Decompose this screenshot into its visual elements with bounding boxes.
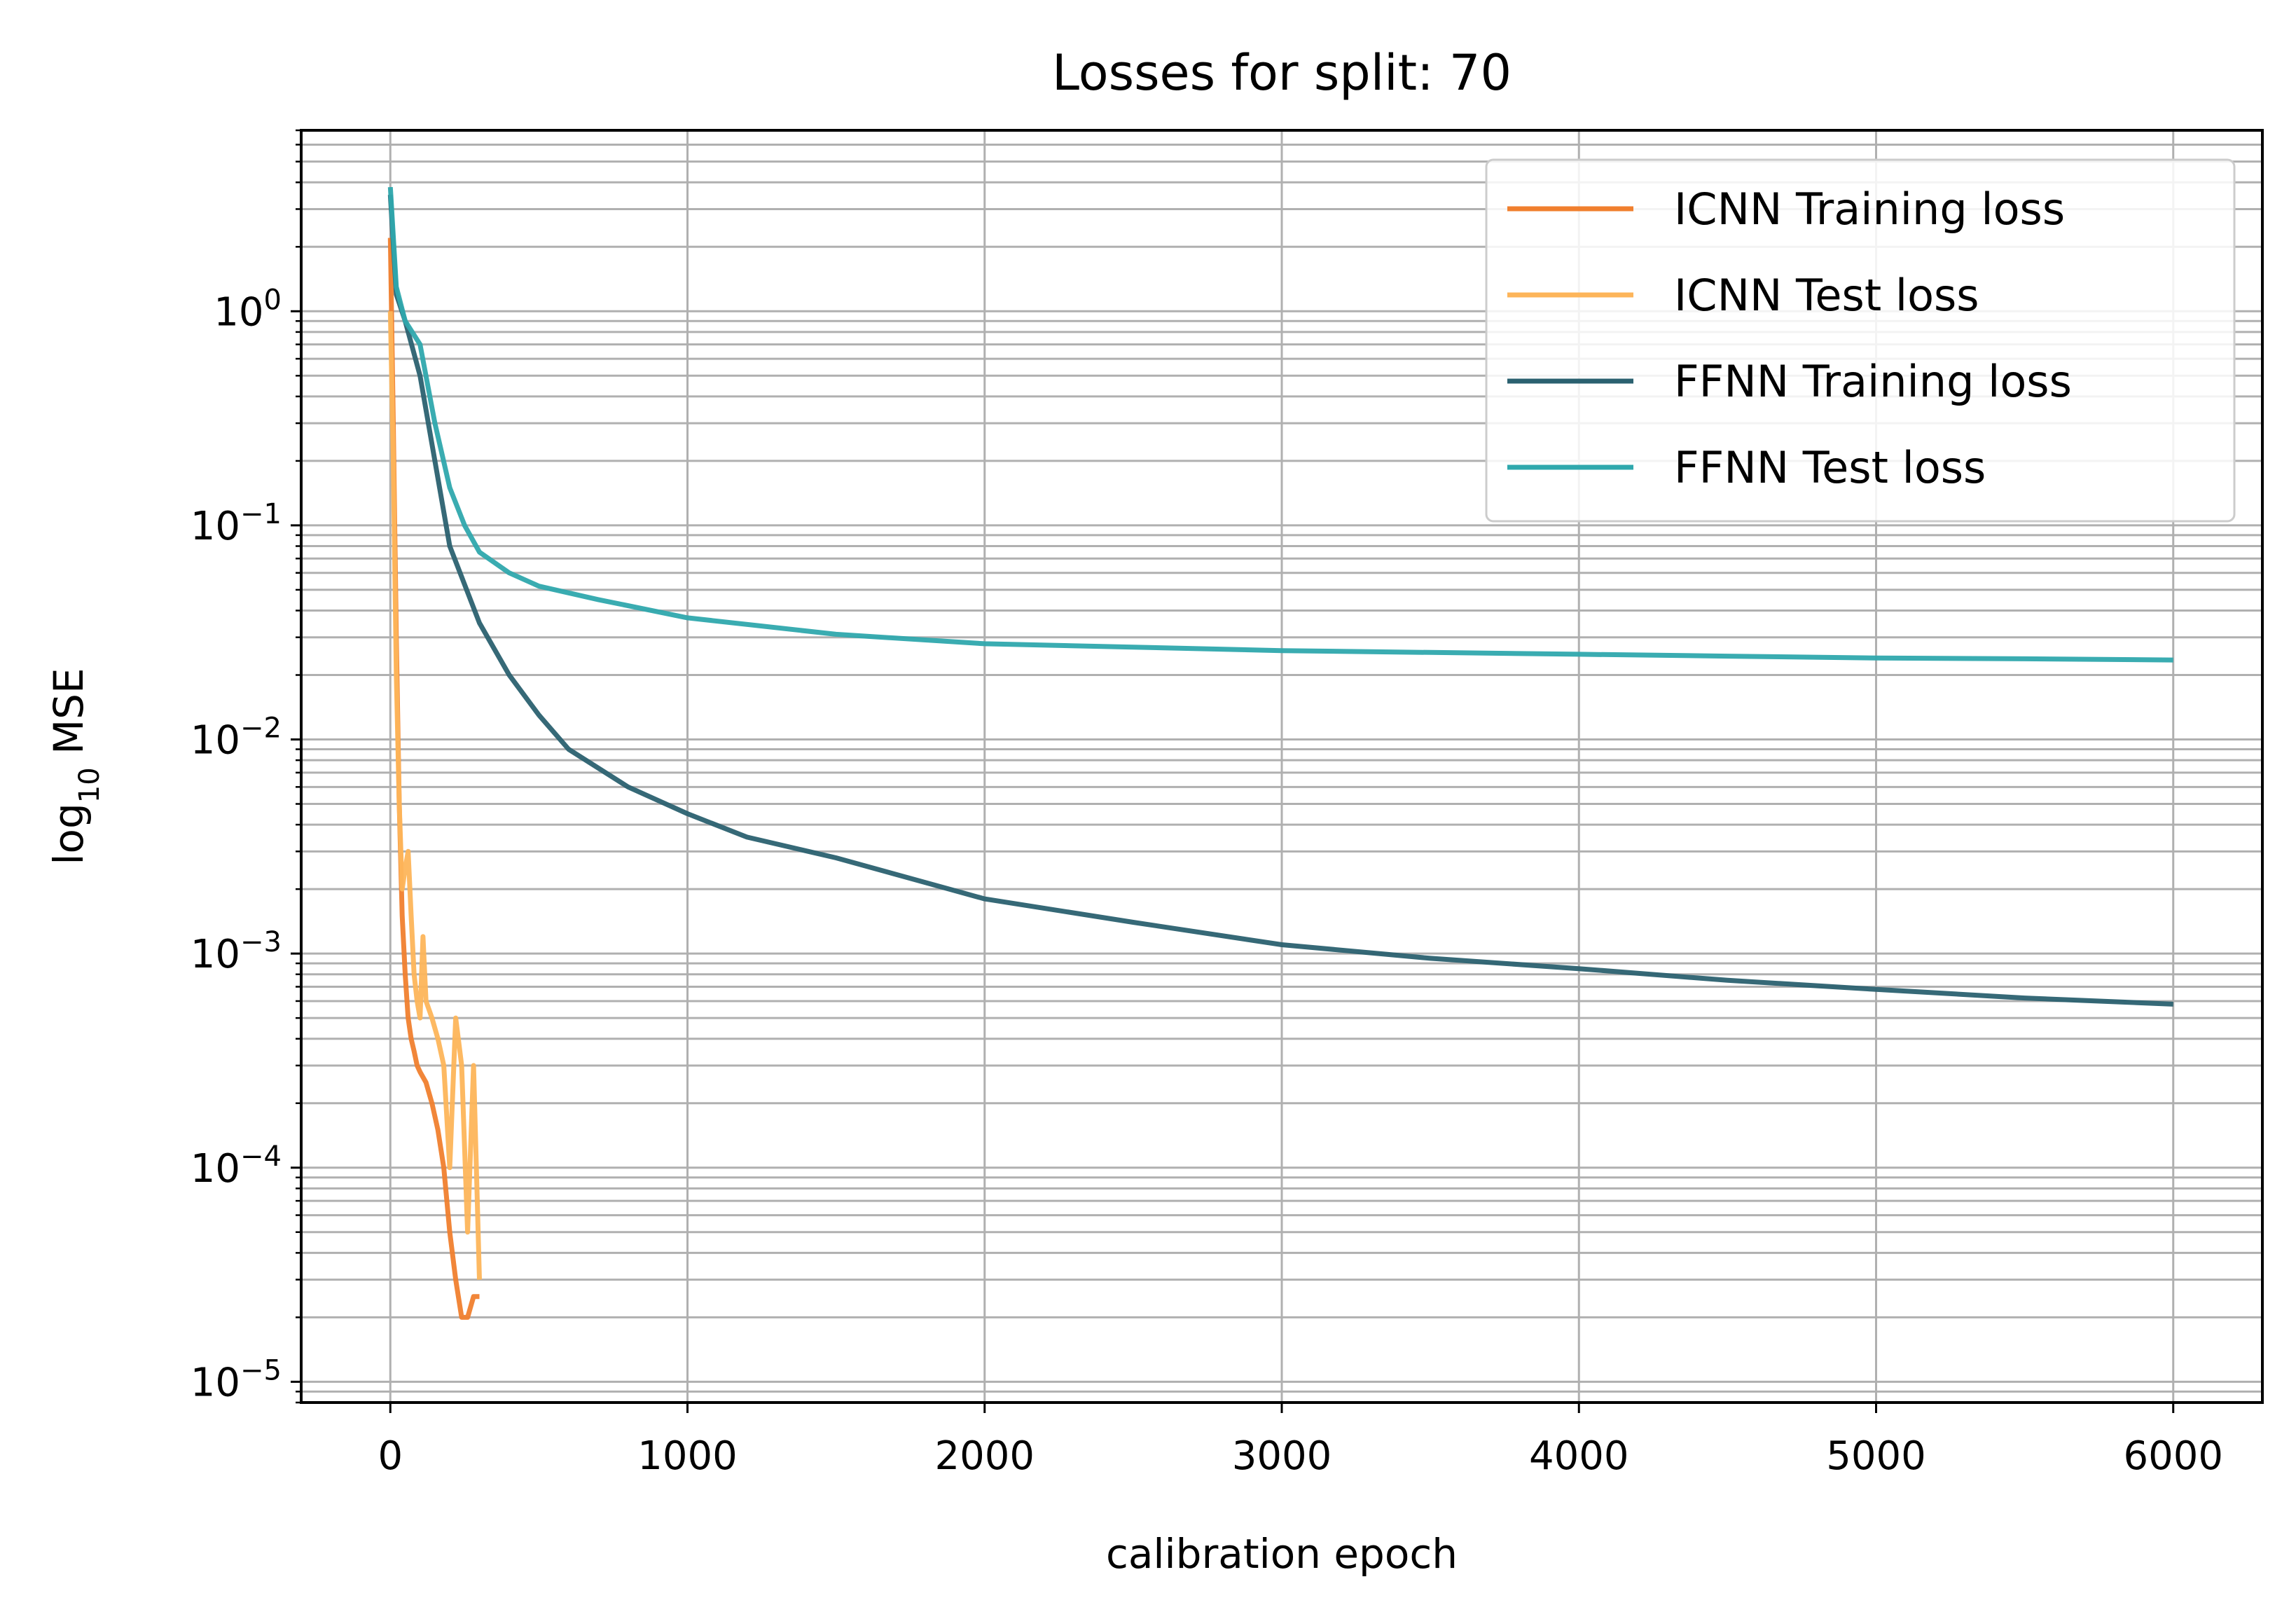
y-tick-label-2: 10−2 [191,712,282,764]
ticks: 0 1000 2000 3000 4000 5000 6000 100 10−1 10−2 10−3… [191,129,2223,1479]
legend-label-1: ICNN Test loss [1674,270,1979,321]
y-tick-label-1: 10−1 [191,498,282,549]
legend-label-3: FFNN Test loss [1674,442,1986,493]
x-tick-label-3: 3000 [1232,1433,1332,1479]
y-tick-label-4: 10−4 [191,1141,282,1192]
x-tick-label-4: 4000 [1529,1433,1629,1479]
chart-title: Losses for split: 70 [1052,44,1512,102]
x-tick-label-5: 5000 [1826,1433,1926,1479]
x-tick-label-2: 2000 [934,1433,1035,1479]
legend-label-2: FFNN Training loss [1674,356,2072,407]
y-axis-label: log10 MSE [45,668,106,864]
series-line-2 [387,194,2173,1007]
series-line-3 [387,186,2173,663]
legend-label-0: ICNN Training loss [1674,184,2065,235]
x-tick-label-1: 1000 [637,1433,738,1479]
x-axis-label: calibration epoch [1106,1530,1458,1578]
grid [301,129,2262,1404]
y-tick-label-0: 100 [214,284,282,335]
legend-box [1485,158,2236,523]
y-tick-label-3: 10−3 [191,926,282,977]
y-tick-label-5: 10−5 [191,1354,282,1405]
x-tick-label-0: 0 [378,1433,403,1479]
x-tick-label-6: 6000 [2123,1433,2223,1479]
series-line-1 [387,311,482,1280]
legend: ICNN Training loss ICNN Test loss FFNN Tra… [1485,158,2236,523]
series-layer [387,186,2173,1320]
